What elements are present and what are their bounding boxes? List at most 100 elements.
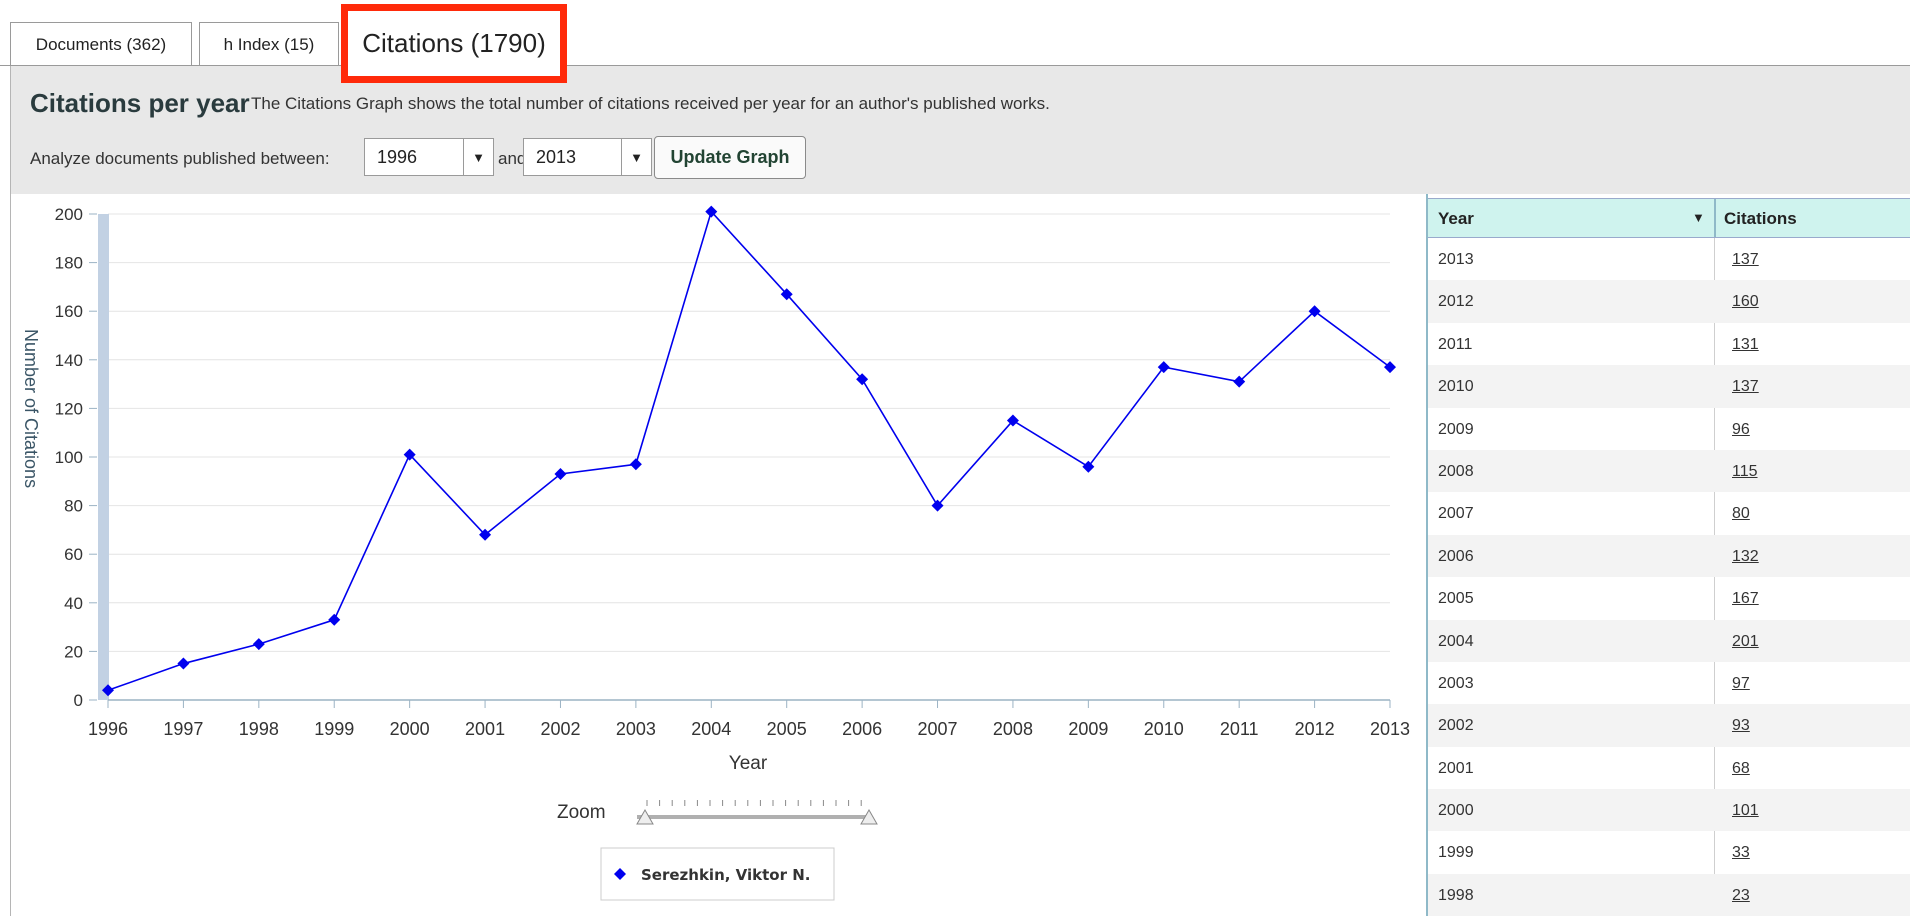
x-tick-label: 2001 [465,719,505,739]
table-row: 2000 101 [1428,789,1910,832]
table-row: 2012 160 [1428,280,1910,323]
citations-count-link[interactable]: 68 [1732,759,1750,777]
x-tick-label: 2007 [918,719,958,739]
citations-count-link[interactable]: 23 [1732,886,1750,904]
data-point[interactable] [1157,361,1170,374]
data-point[interactable] [252,638,265,651]
y-axis: 0 20 40 60 80 100 120 140 160 180 200 [55,205,97,710]
year-cell: 2008 [1438,462,1474,480]
data-point[interactable] [780,288,793,301]
x-tick-label: 1996 [88,719,128,739]
tab-bar: Documents (362) h Index (15) Citations (… [10,4,1910,83]
chevron-down-icon[interactable]: ▼ [463,139,493,175]
end-year-value: 2013 [536,146,577,167]
table-row: 1999 33 [1428,831,1910,873]
x-tick-label: 2000 [390,719,430,739]
table-row: 2005 167 [1428,577,1910,619]
data-point[interactable] [554,468,567,481]
data-point[interactable] [1384,361,1396,374]
citations-count-link[interactable]: 33 [1732,844,1750,862]
year-cell: 2003 [1438,674,1474,692]
x-tick-label: 1997 [163,719,203,739]
citations-count-link[interactable]: 201 [1732,632,1759,650]
data-point[interactable] [403,448,416,461]
citations-count-link[interactable]: 137 [1732,251,1759,268]
citations-chart-area: 0 20 40 60 80 100 120 140 160 180 200 1996 1997 1998… [10,194,1426,916]
end-year-select[interactable]: 2013 ▼ [523,138,652,176]
data-point[interactable] [856,373,869,386]
x-axis: 1996 1997 1998 1999 2000 2001 2002 2003 2004 2005… [88,700,1410,739]
column-divider [1714,199,1716,237]
y-tick-label: 200 [55,205,83,224]
year-cell: 2009 [1438,420,1474,438]
page-title: Citations per year [30,88,250,118]
data-point[interactable] [1006,414,1019,427]
citations-count-link[interactable]: 96 [1732,420,1750,438]
chevron-down-icon[interactable]: ▼ [621,139,651,175]
data-point[interactable] [177,657,190,670]
table-row: 2006 132 [1428,534,1910,578]
zoom-right-handle-icon[interactable] [860,808,878,825]
x-tick-label: 2005 [767,719,807,739]
tab-h-index[interactable]: h Index (15) [199,22,339,66]
start-year-select[interactable]: 1996 ▼ [364,138,494,176]
legend-box [600,847,835,901]
grid-lines [108,213,1390,652]
year-cell: 2001 [1438,759,1474,777]
year-cell: 2010 [1438,378,1474,396]
table-row: 2002 93 [1428,704,1910,747]
zoom-slider-ticks [646,800,862,806]
y-tick-label: 120 [55,399,83,418]
citations-count-link[interactable]: 131 [1732,335,1759,353]
citations-count-link[interactable]: 137 [1732,378,1759,396]
update-graph-button[interactable]: Update Graph [654,136,806,179]
tab-documents[interactable]: Documents (362) [10,22,192,66]
citations-count-link[interactable]: 101 [1732,802,1759,820]
tab-citations[interactable]: Citations (1790) [341,4,567,83]
data-point[interactable] [102,684,114,697]
citations-table: Year ▼ Citations 2013 137 2012 160 2011 131 20… [1426,194,1910,916]
citations-count-link[interactable]: 97 [1732,674,1750,692]
year-cell: 2007 [1438,505,1474,523]
citations-count-link[interactable]: 132 [1732,547,1759,565]
x-tick-label: 2009 [1068,719,1108,739]
data-point[interactable] [1082,460,1095,473]
legend-series-name: Serezhkin, Viktor N. [641,866,810,884]
column-header-year[interactable]: Year [1438,209,1474,228]
year-cell: 2011 [1438,335,1473,353]
data-point[interactable] [1233,375,1246,388]
x-tick-label: 2008 [993,719,1033,739]
citations-count-link[interactable]: 80 [1732,505,1750,523]
year-cell: 1998 [1438,886,1474,904]
x-tick-label: 1999 [314,719,354,739]
x-axis-label: Year [729,753,768,774]
table-row: 2003 97 [1428,662,1910,704]
data-point[interactable] [931,499,944,512]
citations-count-link[interactable]: 115 [1732,462,1758,480]
sort-descending-icon[interactable]: ▼ [1692,210,1705,225]
zoom-left-handle-icon[interactable] [636,808,654,825]
y-tick-label: 160 [55,302,83,321]
panel-description: The Citations Graph shows the total numb… [251,94,1050,113]
year-cell: 2000 [1438,802,1474,820]
table-row: 2004 201 [1428,619,1910,662]
year-cell: 2012 [1438,293,1474,311]
data-point[interactable] [328,613,341,626]
data-point[interactable] [1308,305,1321,318]
series-line [107,209,1391,692]
citations-line-chart: 0 20 40 60 80 100 120 140 160 180 200 1996 1997 1998… [21,205,1410,901]
citations-count-link[interactable]: 167 [1732,590,1759,608]
zoom-slider-track[interactable] [637,815,867,819]
data-point[interactable] [479,528,492,541]
y-tick-label: 180 [55,254,83,273]
data-point[interactable] [705,205,718,218]
citations-count-link[interactable]: 160 [1732,293,1759,311]
table-row: 2001 68 [1428,747,1910,789]
x-tick-label: 2010 [1144,719,1184,739]
x-tick-label: 2012 [1295,719,1335,739]
data-point[interactable] [629,458,642,471]
zoom-label: Zoom [557,802,606,823]
citations-count-link[interactable]: 93 [1732,717,1750,735]
citations-header-panel: Citations per year The Citations Graph s… [10,66,1910,194]
column-header-citations[interactable]: Citations [1724,209,1797,228]
